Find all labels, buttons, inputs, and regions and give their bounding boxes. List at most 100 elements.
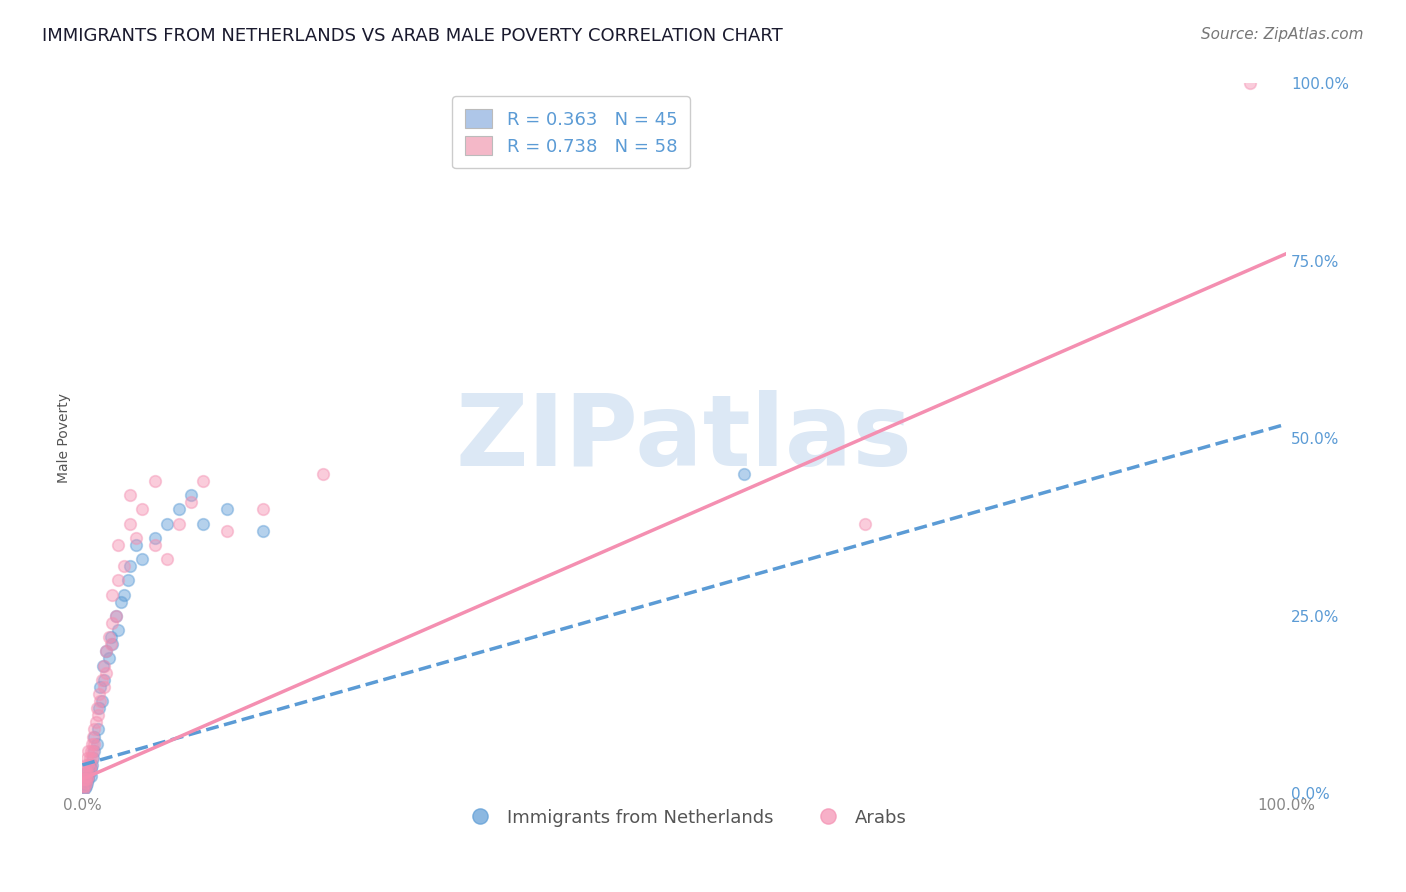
Point <box>125 538 148 552</box>
Point <box>72 779 94 793</box>
Point <box>101 615 124 630</box>
Point <box>125 531 148 545</box>
Point <box>80 751 103 765</box>
Point <box>733 467 755 481</box>
Point <box>72 772 94 786</box>
Point <box>112 559 135 574</box>
Point <box>82 751 104 765</box>
Point <box>77 758 100 772</box>
Point <box>89 701 111 715</box>
Point <box>77 744 100 758</box>
Point <box>73 772 96 786</box>
Point <box>93 658 115 673</box>
Point <box>1239 77 1261 91</box>
Point <box>100 630 122 644</box>
Point <box>73 779 96 793</box>
Point <box>76 772 98 786</box>
Point <box>87 708 110 723</box>
Point <box>87 723 110 737</box>
Legend: Immigrants from Netherlands, Arabs: Immigrants from Netherlands, Arabs <box>454 802 914 834</box>
Point <box>91 658 114 673</box>
Point <box>143 538 166 552</box>
Point <box>80 744 103 758</box>
Point <box>107 574 129 588</box>
Point <box>80 769 103 783</box>
Point <box>83 730 105 744</box>
Point <box>76 775 98 789</box>
Point <box>101 588 124 602</box>
Point <box>215 502 238 516</box>
Point <box>143 474 166 488</box>
Point <box>120 488 142 502</box>
Point <box>84 715 107 730</box>
Point <box>73 775 96 789</box>
Point <box>82 730 104 744</box>
Point <box>86 737 108 751</box>
Point <box>77 772 100 786</box>
Point <box>93 680 115 694</box>
Point <box>86 701 108 715</box>
Point <box>75 775 97 789</box>
Point <box>82 744 104 758</box>
Point <box>75 769 97 783</box>
Point <box>107 623 129 637</box>
Point <box>143 531 166 545</box>
Text: Source: ZipAtlas.com: Source: ZipAtlas.com <box>1201 27 1364 42</box>
Point <box>191 474 214 488</box>
Point <box>155 516 177 531</box>
Point <box>72 782 94 797</box>
Point <box>131 552 153 566</box>
Point <box>312 467 335 481</box>
Point <box>191 516 214 531</box>
Point <box>101 637 124 651</box>
Point <box>83 737 105 751</box>
Text: IMMIGRANTS FROM NETHERLANDS VS ARAB MALE POVERTY CORRELATION CHART: IMMIGRANTS FROM NETHERLANDS VS ARAB MALE… <box>42 27 783 45</box>
Point <box>80 758 103 772</box>
Point <box>93 673 115 687</box>
Point <box>215 524 238 538</box>
Point <box>76 765 98 780</box>
Point <box>83 744 105 758</box>
Point <box>73 765 96 780</box>
Point <box>180 495 202 509</box>
Point <box>180 488 202 502</box>
Point <box>79 765 101 780</box>
Point <box>76 751 98 765</box>
Point <box>104 608 127 623</box>
Point <box>79 751 101 765</box>
Point <box>97 630 120 644</box>
Point <box>853 516 876 531</box>
Point <box>75 772 97 786</box>
Point <box>167 516 190 531</box>
Point <box>75 779 97 793</box>
Point <box>75 758 97 772</box>
Text: ZIPatlas: ZIPatlas <box>456 390 912 487</box>
Point <box>72 782 94 797</box>
Point <box>90 673 112 687</box>
Point <box>104 608 127 623</box>
Point <box>79 762 101 776</box>
Point <box>76 765 98 780</box>
Point <box>80 758 103 772</box>
Point <box>110 595 132 609</box>
Point <box>100 637 122 651</box>
Point <box>97 651 120 665</box>
Point <box>96 644 118 658</box>
Point <box>131 502 153 516</box>
Point <box>120 516 142 531</box>
Point <box>120 559 142 574</box>
Point <box>90 694 112 708</box>
Point <box>80 737 103 751</box>
Point <box>77 769 100 783</box>
Point <box>77 769 100 783</box>
Point <box>167 502 190 516</box>
Point <box>89 680 111 694</box>
Point <box>96 644 118 658</box>
Point <box>96 665 118 680</box>
Point <box>117 574 139 588</box>
Point <box>80 762 103 776</box>
Point <box>79 758 101 772</box>
Point <box>89 687 111 701</box>
Point <box>107 538 129 552</box>
Point <box>73 780 96 795</box>
